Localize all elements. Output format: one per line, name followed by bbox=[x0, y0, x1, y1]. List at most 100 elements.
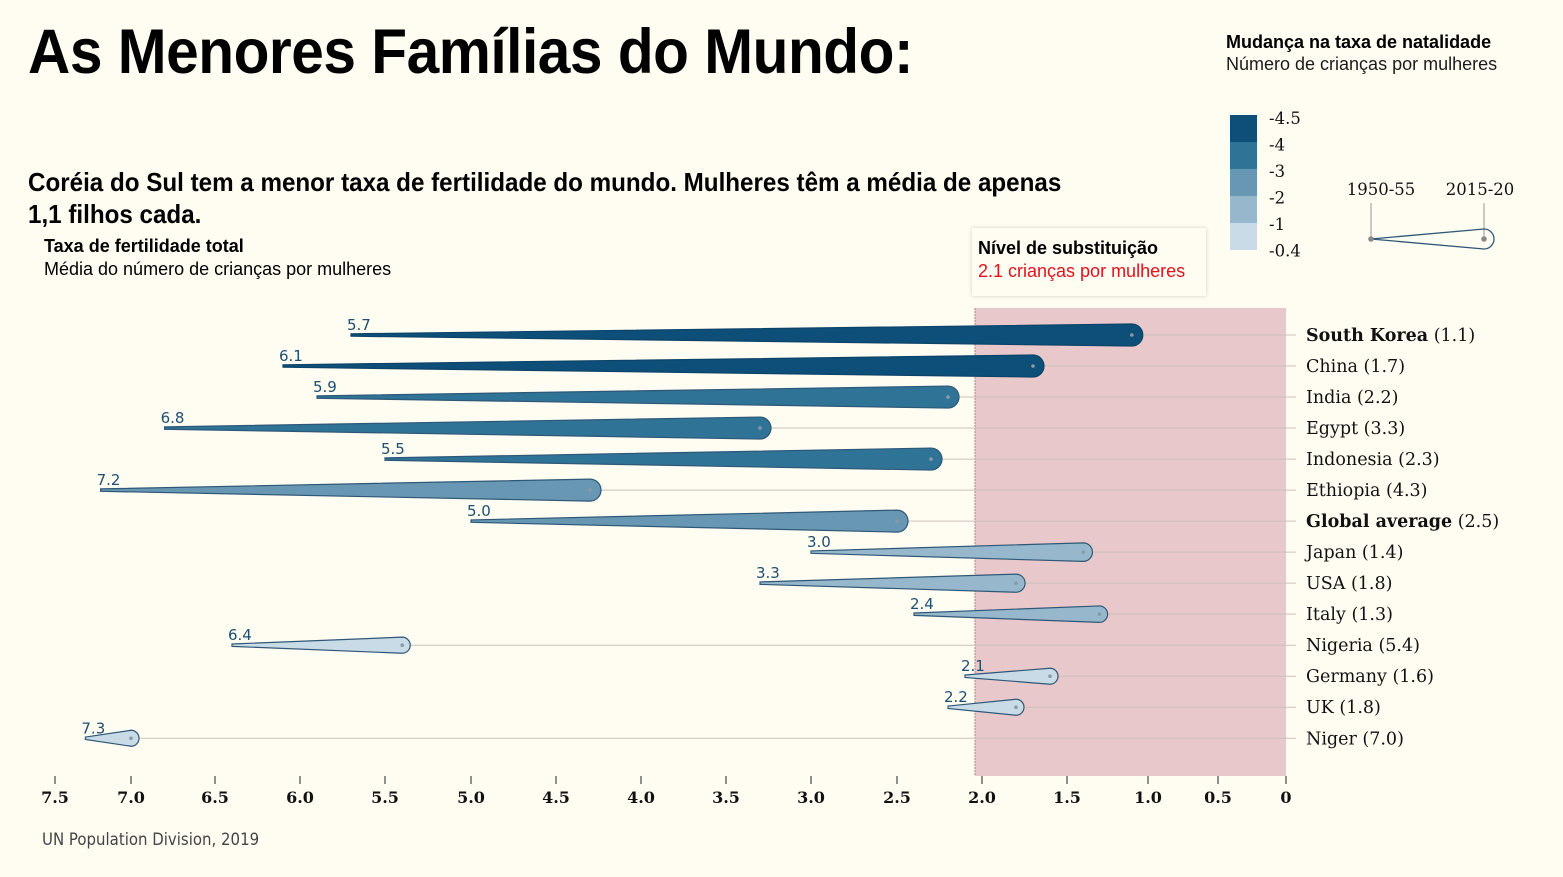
end-point-dot bbox=[758, 426, 762, 430]
replacement-band bbox=[975, 308, 1286, 776]
legend-shape-end-dot bbox=[1481, 236, 1487, 242]
country-label: Germany (1.6) bbox=[1306, 667, 1434, 687]
callout-title: Nível de substituição bbox=[978, 238, 1159, 258]
x-tick-label: 0 bbox=[1280, 788, 1291, 807]
x-tick-label: 7.5 bbox=[41, 788, 69, 807]
country-label: Indonesia (2.3) bbox=[1306, 450, 1440, 470]
legend-swatch bbox=[1230, 196, 1257, 223]
start-value-label: 2.1 bbox=[961, 657, 985, 675]
legend-subtitle: Número de crianças por mulheres bbox=[1226, 54, 1498, 74]
x-tick-label: 3.0 bbox=[797, 788, 825, 807]
x-tick-label: 6.5 bbox=[201, 788, 229, 807]
start-value-label: 5.5 bbox=[381, 440, 405, 458]
end-point-dot bbox=[588, 488, 592, 492]
legend-heading: Mudança na taxa de natalidade Número de … bbox=[1226, 31, 1497, 75]
x-tick-label: 5.0 bbox=[457, 788, 485, 807]
end-point-dot bbox=[1081, 550, 1085, 554]
legend-swatch-label: -4.5 bbox=[1269, 109, 1301, 128]
country-label: Ethiopia (4.3) bbox=[1306, 481, 1428, 501]
end-point-dot bbox=[1048, 674, 1052, 679]
fertility-bar bbox=[282, 354, 1045, 378]
country-label: India (2.2) bbox=[1306, 388, 1398, 408]
page-title: As Menores Famílias do Mundo: bbox=[28, 17, 913, 87]
x-tick-label: 6.0 bbox=[286, 788, 314, 807]
fertility-bar bbox=[350, 323, 1144, 347]
start-value-label: 3.3 bbox=[756, 564, 780, 582]
country-label: Egypt (3.3) bbox=[1306, 419, 1405, 439]
x-tick-label: 1.5 bbox=[1053, 788, 1081, 807]
fertility-bar bbox=[384, 447, 943, 471]
replacement-level-callout: Nível de substituição 2.1 crianças por m… bbox=[972, 228, 1206, 296]
country-label: South Korea (1.1) bbox=[1306, 326, 1475, 346]
start-value-label: 6.1 bbox=[279, 347, 303, 365]
start-value-label: 2.4 bbox=[910, 595, 934, 613]
country-label: China (1.7) bbox=[1306, 357, 1405, 377]
end-point-dot bbox=[400, 643, 405, 647]
end-point-dot bbox=[129, 736, 133, 741]
legend-swatch bbox=[1230, 142, 1257, 169]
x-tick-label: 4.0 bbox=[627, 788, 655, 807]
country-label: USA (1.8) bbox=[1306, 574, 1392, 594]
fertility-bar bbox=[316, 385, 960, 409]
axis-heading-title: Taxa de fertilidade total bbox=[44, 236, 244, 256]
end-point-dot bbox=[1130, 333, 1134, 337]
legend-swatch-label: -3 bbox=[1269, 162, 1285, 181]
x-tick-label: 2.5 bbox=[883, 788, 911, 807]
legend-shape-start-dot bbox=[1368, 236, 1374, 242]
fertility-bar bbox=[810, 542, 1093, 563]
legend-shape bbox=[1370, 228, 1495, 250]
start-value-label: 6.8 bbox=[161, 409, 185, 427]
legend-title: Mudança na taxa de natalidade bbox=[1226, 32, 1492, 52]
x-tick-label: 3.5 bbox=[712, 788, 740, 807]
x-tick-label: 2.0 bbox=[968, 788, 996, 807]
legend-swatch-label: -4 bbox=[1269, 136, 1285, 155]
end-point-dot bbox=[1031, 364, 1035, 368]
end-point-dot bbox=[929, 457, 933, 461]
fertility-bar bbox=[470, 509, 909, 533]
fertility-bar bbox=[164, 416, 772, 440]
end-point-dot bbox=[1014, 581, 1018, 585]
x-tick-label: 0.5 bbox=[1204, 788, 1232, 807]
fertility-bar bbox=[913, 605, 1109, 624]
start-value-label: 5.9 bbox=[313, 378, 337, 396]
axis-heading: Taxa de fertilidade total Média do númer… bbox=[44, 235, 391, 281]
fertility-bar bbox=[100, 478, 602, 502]
legend-swatch bbox=[1230, 169, 1257, 196]
start-value-label: 7.3 bbox=[81, 719, 105, 737]
country-label: Italy (1.3) bbox=[1306, 605, 1393, 625]
chart-subtitle: Coréia do Sul tem a menor taxa de fertil… bbox=[28, 167, 1062, 229]
country-label: Japan (1.4) bbox=[1304, 543, 1403, 563]
start-value-label: 3.0 bbox=[807, 533, 831, 551]
legend-swatch bbox=[1230, 115, 1257, 142]
legend-swatch-label: -2 bbox=[1269, 189, 1285, 208]
start-value-label: 2.2 bbox=[944, 688, 968, 706]
legend-shape-start-label: 1950-55 bbox=[1347, 180, 1416, 199]
end-point-dot bbox=[895, 519, 899, 523]
start-value-label: 5.0 bbox=[467, 502, 491, 520]
end-point-dot bbox=[1097, 612, 1102, 616]
country-label: Niger (7.0) bbox=[1306, 729, 1404, 749]
country-label: UK (1.8) bbox=[1306, 698, 1381, 718]
country-label: Nigeria (5.4) bbox=[1306, 636, 1420, 656]
x-tick-label: 1.0 bbox=[1134, 788, 1162, 807]
fertility-bar bbox=[84, 729, 140, 747]
legend-swatch-label: -0.4 bbox=[1269, 242, 1301, 261]
end-point-dot bbox=[946, 395, 950, 399]
start-value-label: 5.7 bbox=[347, 316, 371, 334]
fertility-bar bbox=[947, 698, 1025, 716]
legend-shape-end-label: 2015-20 bbox=[1446, 180, 1515, 199]
legend-swatch bbox=[1230, 223, 1257, 250]
axis-heading-subtitle: Média do número de crianças por mulheres bbox=[44, 259, 392, 279]
x-tick-label: 4.5 bbox=[542, 788, 570, 807]
fertility-bar bbox=[759, 573, 1026, 593]
callout-subtitle: 2.1 crianças por mulheres bbox=[978, 261, 1186, 281]
x-tick-label: 5.5 bbox=[371, 788, 399, 807]
source-note: UN Population Division, 2019 bbox=[42, 830, 260, 850]
fertility-bar bbox=[964, 667, 1059, 685]
start-value-label: 7.2 bbox=[97, 471, 121, 489]
end-point-dot bbox=[1014, 705, 1018, 710]
x-tick-label: 7.0 bbox=[117, 788, 145, 807]
fertility-bar bbox=[231, 636, 411, 654]
start-value-label: 6.4 bbox=[228, 626, 252, 644]
